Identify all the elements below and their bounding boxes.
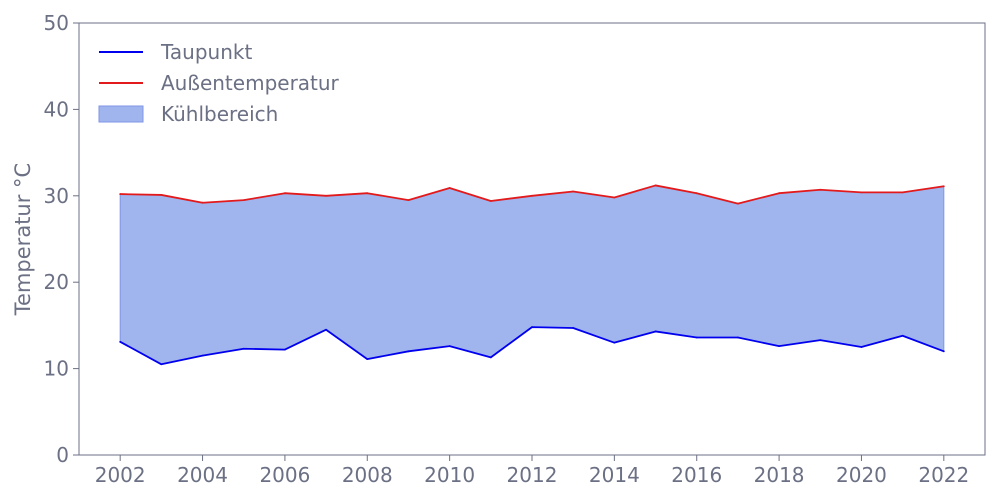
legend-label: Kühlbereich <box>161 102 278 126</box>
data-point <box>860 191 863 194</box>
legend-label: Taupunkt <box>160 40 252 64</box>
y-axis: 0 10 20 30 40 50 <box>44 11 79 467</box>
x-tick-label: 2010 <box>424 463 475 487</box>
data-point <box>284 348 286 351</box>
data-point <box>366 192 369 195</box>
x-tick-label: 2020 <box>836 463 887 487</box>
data-point <box>737 336 739 339</box>
data-point <box>119 193 122 195</box>
x-tick-label: 2016 <box>671 463 722 487</box>
fill-area-layer <box>119 184 945 365</box>
y-tick-label: 50 <box>44 11 69 35</box>
data-point <box>531 194 533 197</box>
data-point <box>695 192 698 195</box>
data-point <box>613 196 616 199</box>
legend-item-kuehlbereich: Kühlbereich <box>98 102 278 126</box>
data-point <box>942 350 945 353</box>
data-point <box>242 347 245 350</box>
data-point <box>572 190 575 193</box>
data-point <box>654 330 657 333</box>
data-point <box>819 188 822 191</box>
data-point <box>778 345 780 348</box>
x-tick-label: 2014 <box>589 463 640 487</box>
data-point <box>242 199 245 202</box>
data-point <box>901 334 904 337</box>
data-point <box>201 354 204 357</box>
legend-item-taupunkt: Taupunkt <box>99 40 252 64</box>
x-tick-label: 2002 <box>95 463 146 487</box>
data-point <box>531 326 533 329</box>
data-point <box>613 341 616 344</box>
x-tick-label: 2018 <box>754 463 805 487</box>
data-point <box>819 339 822 341</box>
data-point <box>489 356 492 359</box>
data-point <box>860 346 863 348</box>
y-axis-label: Temperatur °C <box>11 163 35 316</box>
fill-area-kuehlbereich <box>119 184 945 365</box>
data-point <box>284 192 286 195</box>
data-point <box>160 363 163 366</box>
data-point <box>695 336 698 339</box>
data-point <box>448 187 451 189</box>
legend-label: Außentemperatur <box>161 71 340 95</box>
legend-item-aussentemperatur: Außentemperatur <box>99 71 340 95</box>
legend-swatch-patch <box>98 105 144 123</box>
line-layer <box>119 184 945 366</box>
data-point <box>942 185 945 188</box>
x-tick-label: 2008 <box>342 463 393 487</box>
x-tick-label: 2006 <box>259 463 310 487</box>
y-tick-label: 0 <box>56 443 69 467</box>
y-tick-label: 30 <box>44 184 69 208</box>
data-point <box>160 194 163 196</box>
y-tick-label: 10 <box>44 357 69 381</box>
data-point <box>737 202 739 205</box>
x-tick-label: 2022 <box>918 463 969 487</box>
y-tick-label: 40 <box>44 97 69 121</box>
data-point <box>489 200 492 202</box>
data-point <box>325 194 327 197</box>
data-point <box>448 345 451 348</box>
data-point <box>407 199 410 202</box>
data-point <box>201 201 204 204</box>
x-tick-label: 2004 <box>177 463 228 487</box>
x-axis: 2002 2004 2006 2008 2010 2012 2014 2016 2018 2020… <box>95 455 969 487</box>
data-point <box>407 350 410 353</box>
data-point <box>778 192 780 195</box>
y-tick-label: 20 <box>44 270 69 294</box>
legend: Taupunkt Außentemperatur Kühlbereich <box>98 40 340 126</box>
data-point <box>119 340 122 343</box>
data-point <box>572 327 575 329</box>
data-point <box>325 328 327 331</box>
data-point <box>654 184 657 187</box>
data-point <box>901 191 904 194</box>
x-tick-label: 2012 <box>507 463 558 487</box>
data-point <box>366 358 369 360</box>
